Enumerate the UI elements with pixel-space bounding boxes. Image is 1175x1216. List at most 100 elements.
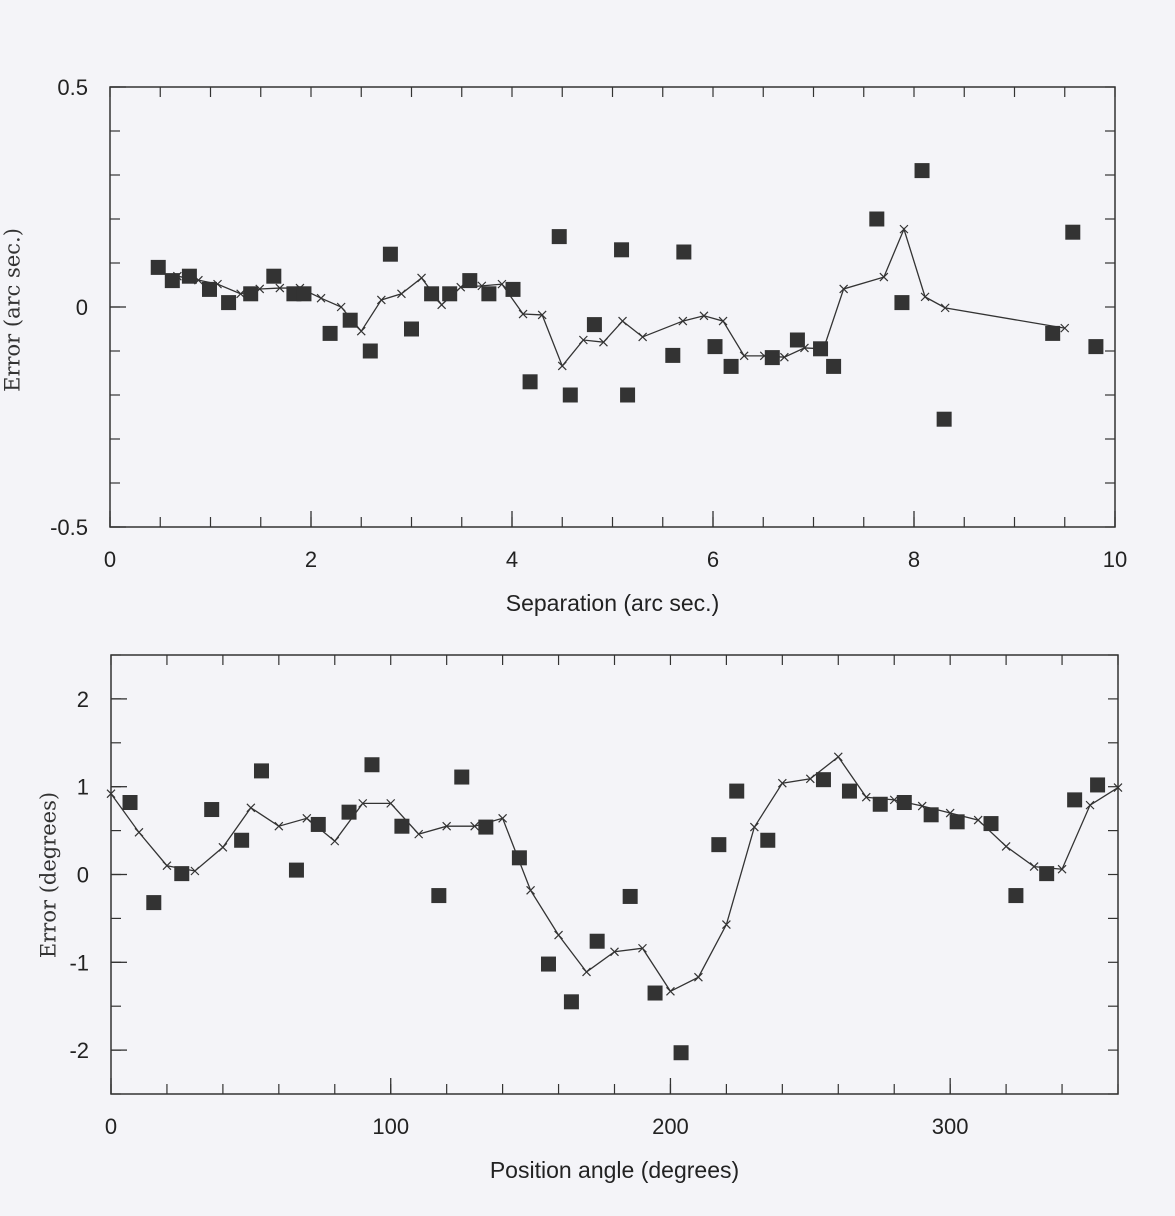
model-x-marker <box>518 309 528 319</box>
measured-square-point <box>310 816 326 832</box>
model-x-marker <box>721 920 731 929</box>
y-tick-label: -2 <box>69 1038 89 1063</box>
measured-square-point <box>622 888 638 904</box>
model-x-marker <box>470 821 480 831</box>
measured-square-point <box>729 783 745 799</box>
measured-square-point <box>362 343 378 359</box>
measured-square-point <box>540 956 556 972</box>
x-tick-label: 200 <box>652 1114 689 1139</box>
model-x-marker <box>899 224 909 234</box>
model-x-marker <box>638 332 648 342</box>
model-x-marker <box>526 885 536 895</box>
model-x-marker <box>358 798 368 808</box>
measured-square-point <box>826 358 842 374</box>
measured-square-point <box>983 816 999 832</box>
measured-square-point <box>201 281 217 297</box>
y-axis-title: Error (degrees) <box>36 792 60 958</box>
model-x-marker <box>498 813 508 823</box>
measured-square-point <box>815 772 831 788</box>
model-x-marker <box>537 310 547 320</box>
measured-square-point <box>760 832 776 848</box>
model-x-marker <box>134 827 144 837</box>
model-x-marker <box>218 842 228 852</box>
model-x-marker <box>718 316 728 326</box>
x-tick-label: 10 <box>1103 547 1127 572</box>
model-x-marker <box>693 972 703 982</box>
measured-square-point <box>949 814 965 830</box>
model-x-marker <box>582 967 591 977</box>
position-angle-error-chart: 0 100 200 300 -2 -1 0 1 2 Position angle (degrees… <box>36 654 1123 1183</box>
measured-square-point <box>341 804 357 820</box>
measured-square-point <box>404 321 419 337</box>
y-axis-title: Error (arc sec.) <box>0 228 24 392</box>
model-x-marker <box>1001 841 1011 851</box>
model-x-marker <box>599 337 608 347</box>
measured-square-point <box>454 769 470 785</box>
measured-square-point <box>478 819 494 835</box>
model-x-marker <box>106 789 116 799</box>
measured-square-point <box>1088 339 1104 355</box>
x-tick-label: 2 <box>305 547 317 572</box>
model-x-marker <box>557 361 567 371</box>
y-tick-label: 0 <box>76 295 88 320</box>
measured-square-point <box>647 985 663 1001</box>
model-x-marker <box>442 821 452 831</box>
measured-square-point <box>894 295 910 311</box>
measured-square-point <box>1090 777 1106 793</box>
plot-frame <box>109 86 1116 528</box>
model-x-marker <box>779 352 789 362</box>
y-tick-label: 0 <box>77 863 89 888</box>
measured-square-point <box>253 763 269 779</box>
measured-square-point <box>522 374 538 390</box>
measured-square-point <box>164 273 180 289</box>
measured-square-point <box>266 268 282 284</box>
measured-square-point <box>789 332 805 348</box>
measured-square-point <box>869 211 885 227</box>
measured-square-point <box>563 994 579 1010</box>
model-x-marker <box>739 351 749 361</box>
measured-square-point <box>707 339 723 355</box>
x-tick-label: 0 <box>104 547 116 572</box>
x-axis-title: Separation (arc sec.) <box>506 590 719 616</box>
measured-square-point <box>364 757 380 773</box>
measured-square-point <box>586 317 602 333</box>
model-x-marker <box>330 836 340 846</box>
model-x-marker <box>777 778 787 788</box>
measured-square-point <box>1067 792 1083 808</box>
model-x-marker <box>861 792 871 802</box>
measured-square-point <box>914 163 930 179</box>
model-x-marker <box>386 798 396 808</box>
measured-square-point <box>841 783 857 799</box>
measured-square-point <box>1065 224 1081 240</box>
measured-square-point <box>288 862 304 878</box>
measured-square-point <box>813 341 829 357</box>
model-x-marker <box>678 316 688 326</box>
measured-square-point <box>204 802 220 818</box>
measured-square-point <box>243 286 259 302</box>
measured-square-point <box>711 837 727 853</box>
measured-square-point <box>614 242 630 258</box>
model-x-marker <box>417 273 426 283</box>
measured-square-point <box>442 286 458 302</box>
y-tick-label: 1 <box>77 775 89 800</box>
model-x-marker <box>356 326 366 336</box>
model-x-marker <box>497 279 507 289</box>
model-x-marker <box>1029 862 1039 872</box>
measured-square-point <box>481 286 497 302</box>
measured-square-point <box>723 358 739 374</box>
measured-square-point <box>589 933 605 949</box>
model-x-marker <box>666 986 675 996</box>
measured-square-point <box>562 387 578 403</box>
measured-square-point <box>431 888 447 904</box>
model-x-marker <box>376 295 386 305</box>
model-x-marker <box>833 752 843 762</box>
x-tick-label: 6 <box>707 547 719 572</box>
model-x-marker <box>246 803 256 813</box>
x-tick-label: 300 <box>932 1114 969 1139</box>
measured-square-point <box>551 229 567 245</box>
measured-square-point <box>234 832 250 848</box>
model-x-marker <box>699 311 709 321</box>
measured-square-point <box>382 246 398 262</box>
measured-square-point <box>342 312 358 328</box>
